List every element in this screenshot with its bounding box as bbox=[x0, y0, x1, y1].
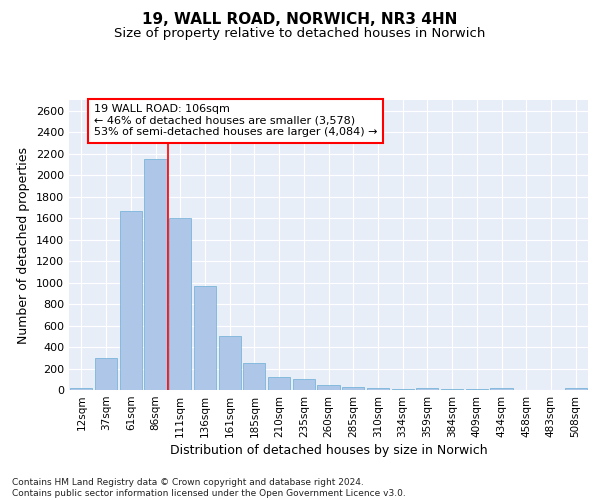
X-axis label: Distribution of detached houses by size in Norwich: Distribution of detached houses by size … bbox=[170, 444, 487, 457]
Bar bbox=[145, 159, 167, 390]
Bar bbox=[342, 387, 364, 390]
Bar bbox=[317, 385, 340, 390]
Y-axis label: Number of detached properties: Number of detached properties bbox=[17, 146, 31, 344]
Text: Size of property relative to detached houses in Norwich: Size of property relative to detached ho… bbox=[115, 28, 485, 40]
Text: 19, WALL ROAD, NORWICH, NR3 4HN: 19, WALL ROAD, NORWICH, NR3 4HN bbox=[142, 12, 458, 28]
Bar bbox=[367, 388, 389, 390]
Bar bbox=[119, 210, 142, 390]
Bar bbox=[441, 389, 463, 390]
Bar bbox=[293, 380, 315, 390]
Bar bbox=[392, 389, 414, 390]
Bar bbox=[218, 336, 241, 390]
Bar bbox=[169, 218, 191, 390]
Bar bbox=[565, 388, 587, 390]
Text: 19 WALL ROAD: 106sqm
← 46% of detached houses are smaller (3,578)
53% of semi-de: 19 WALL ROAD: 106sqm ← 46% of detached h… bbox=[94, 104, 377, 138]
Bar bbox=[268, 377, 290, 390]
Bar bbox=[95, 358, 117, 390]
Bar bbox=[243, 364, 265, 390]
Bar bbox=[194, 286, 216, 390]
Bar bbox=[416, 388, 439, 390]
Text: Contains HM Land Registry data © Crown copyright and database right 2024.
Contai: Contains HM Land Registry data © Crown c… bbox=[12, 478, 406, 498]
Bar bbox=[70, 388, 92, 390]
Bar bbox=[490, 388, 512, 390]
